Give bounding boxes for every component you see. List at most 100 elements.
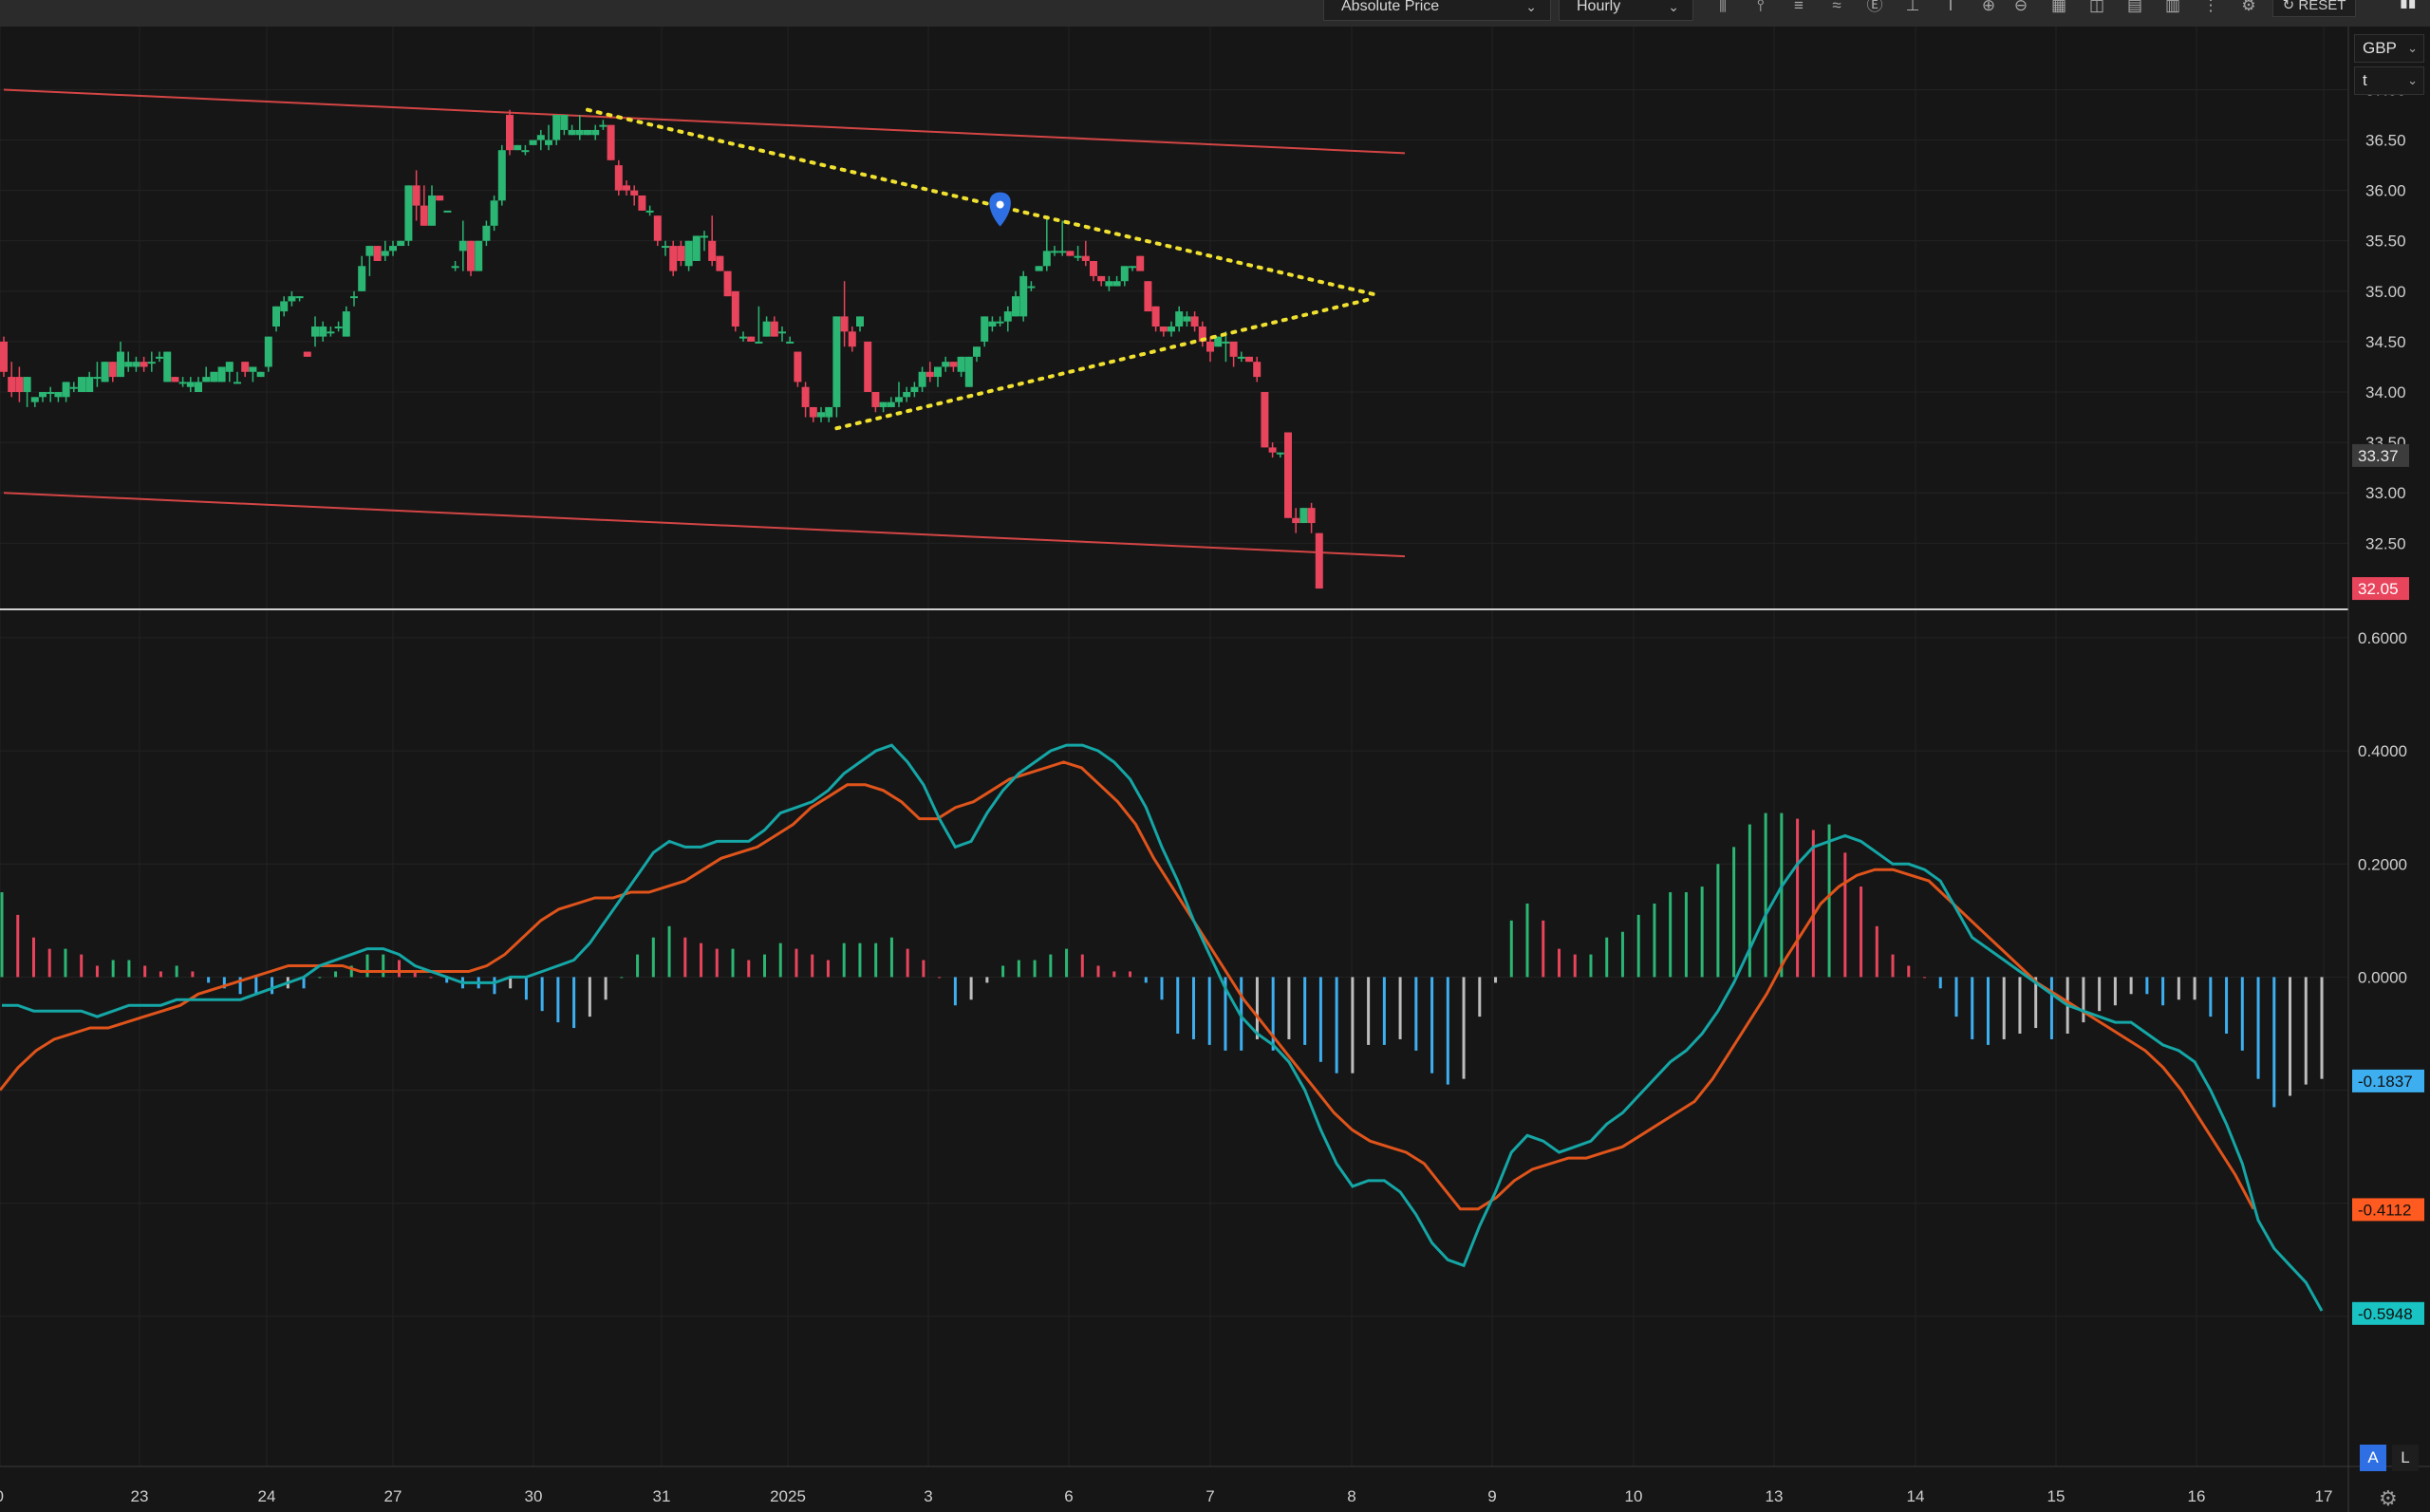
macd-histogram-bar	[143, 965, 147, 978]
macd-histogram-bar	[64, 948, 67, 978]
x-tick-label: 13	[1766, 1487, 1784, 1505]
candle-body	[910, 386, 919, 393]
y-tick-label: 35.50	[2365, 233, 2406, 251]
candle-body	[373, 246, 382, 261]
candle-body	[54, 392, 63, 398]
log-scale-button[interactable]: L	[2392, 1445, 2419, 1471]
candle-body	[708, 240, 717, 261]
candle-body	[225, 362, 234, 372]
indicator-icon[interactable]: ▥	[2164, 0, 2181, 14]
macd-histogram-bar	[1986, 977, 1990, 1045]
triangle-line	[834, 296, 1376, 431]
candle-body	[662, 246, 669, 249]
y-tick-label: 36.50	[2365, 132, 2406, 150]
macd-value-badge	[2352, 1069, 2424, 1092]
currency-dropdown[interactable]: GBP ⌄	[2354, 34, 2424, 63]
macd-histogram-bar	[2272, 977, 2276, 1108]
macd-histogram-bar	[80, 954, 84, 978]
macd-line	[2, 743, 2324, 1312]
candle-body	[1097, 275, 1106, 282]
candle-body	[856, 316, 864, 327]
candle-body	[264, 336, 272, 367]
price-mode-dropdown[interactable]: Absolute Price ⌄	[1323, 0, 1551, 21]
cursor-icon[interactable]: I	[1948, 0, 1953, 14]
candle-body	[701, 235, 708, 238]
log-scale-label: L	[2401, 1448, 2410, 1466]
macd-histogram-bar	[700, 943, 703, 978]
settings-icon[interactable]: ⚙	[2241, 0, 2256, 14]
macd-histogram-bar	[842, 943, 846, 978]
candle-body	[23, 377, 31, 393]
candle-body	[1019, 275, 1028, 317]
candle-body	[514, 144, 522, 151]
macd-histogram-bar	[1271, 977, 1275, 1051]
candle-body	[1175, 311, 1184, 327]
macd-histogram-bar	[2289, 977, 2292, 1096]
macd-histogram-bar	[2320, 977, 2324, 1079]
gear-icon[interactable]: ⚙	[2379, 1486, 2398, 1510]
table-icon[interactable]: ▦	[2050, 0, 2067, 14]
macd-histogram-bar	[2129, 977, 2133, 995]
candle-body	[295, 296, 304, 299]
interval-dropdown[interactable]: Hourly ⌄	[1559, 0, 1693, 21]
candle-body	[1183, 316, 1191, 322]
candle-body	[288, 296, 296, 302]
macd-histogram-bar	[2177, 977, 2180, 1000]
candle-body	[272, 306, 280, 327]
macd-histogram-bar	[572, 977, 576, 1029]
candle-body	[794, 351, 802, 383]
layout-icon[interactable]: ▮▮	[2400, 0, 2417, 10]
candle-body	[1144, 281, 1152, 312]
macd-histogram-bar	[651, 937, 655, 978]
macd-histogram-bar	[858, 943, 862, 978]
events-icon[interactable]: Ⓔ	[1866, 0, 1883, 14]
x-tick-label: 0	[0, 1487, 4, 1505]
crosshair-icon[interactable]: ⊥	[1905, 0, 1920, 14]
chevron-down-icon: ⌄	[1668, 0, 1679, 14]
auto-scale-button[interactable]: A	[2360, 1445, 2386, 1471]
reference-price-badge	[2352, 443, 2409, 467]
save-icon[interactable]: ▤	[2126, 0, 2143, 14]
candle-body	[630, 190, 639, 196]
candle-body	[1081, 255, 1090, 261]
candlestick-icon[interactable]: ⫼	[1719, 0, 1727, 14]
candle-body	[809, 406, 817, 418]
macd-histogram-bar	[1891, 954, 1895, 978]
candle-body	[311, 327, 319, 337]
macd-histogram-bar	[334, 971, 338, 978]
compare-icon[interactable]: ◫	[2088, 0, 2105, 14]
macd-histogram-bar	[2018, 977, 2022, 1034]
chart-canvas: 37.0036.5036.0035.5035.0034.5034.0033.50…	[0, 27, 2430, 1512]
secondary-dropdown[interactable]: t ⌄	[2354, 66, 2424, 95]
more-icon[interactable]: ⋮	[2202, 0, 2219, 14]
candle-body	[475, 240, 483, 271]
macd-histogram-bar	[1653, 903, 1656, 978]
zoom-out-icon[interactable]: ⊖	[2013, 0, 2028, 14]
macd-histogram-bar	[2082, 977, 2085, 1023]
ohlc-icon[interactable]: ⫯	[1757, 0, 1765, 14]
candle-body	[140, 362, 148, 367]
candle-body	[1190, 316, 1199, 327]
macd-histogram-bar	[1860, 887, 1863, 978]
bars-stack-icon[interactable]: ≡	[1794, 0, 1804, 14]
candle-body	[942, 362, 950, 367]
candle-body	[171, 377, 179, 383]
macd-histogram-bar	[2049, 977, 2053, 1039]
candle-body	[786, 341, 794, 344]
x-tick-label: 9	[1487, 1487, 1496, 1505]
candle-body	[117, 351, 124, 378]
macd-histogram-bar	[1335, 977, 1338, 1073]
candle-body	[684, 240, 693, 267]
zoom-in-icon[interactable]: ⊕	[1981, 0, 1996, 14]
macd-histogram-bar	[1875, 925, 1879, 978]
candle-body	[482, 225, 491, 241]
candle-body	[638, 195, 646, 211]
candle-body	[412, 185, 421, 206]
candle-body	[1307, 508, 1316, 524]
candle-body	[195, 382, 202, 393]
wave-icon[interactable]: ≈	[1832, 0, 1841, 14]
reset-button[interactable]: ↻ RESET	[2272, 0, 2356, 17]
candle-body	[1261, 392, 1269, 448]
candle-body	[1276, 452, 1284, 455]
macd-histogram-bar	[1843, 852, 1847, 978]
